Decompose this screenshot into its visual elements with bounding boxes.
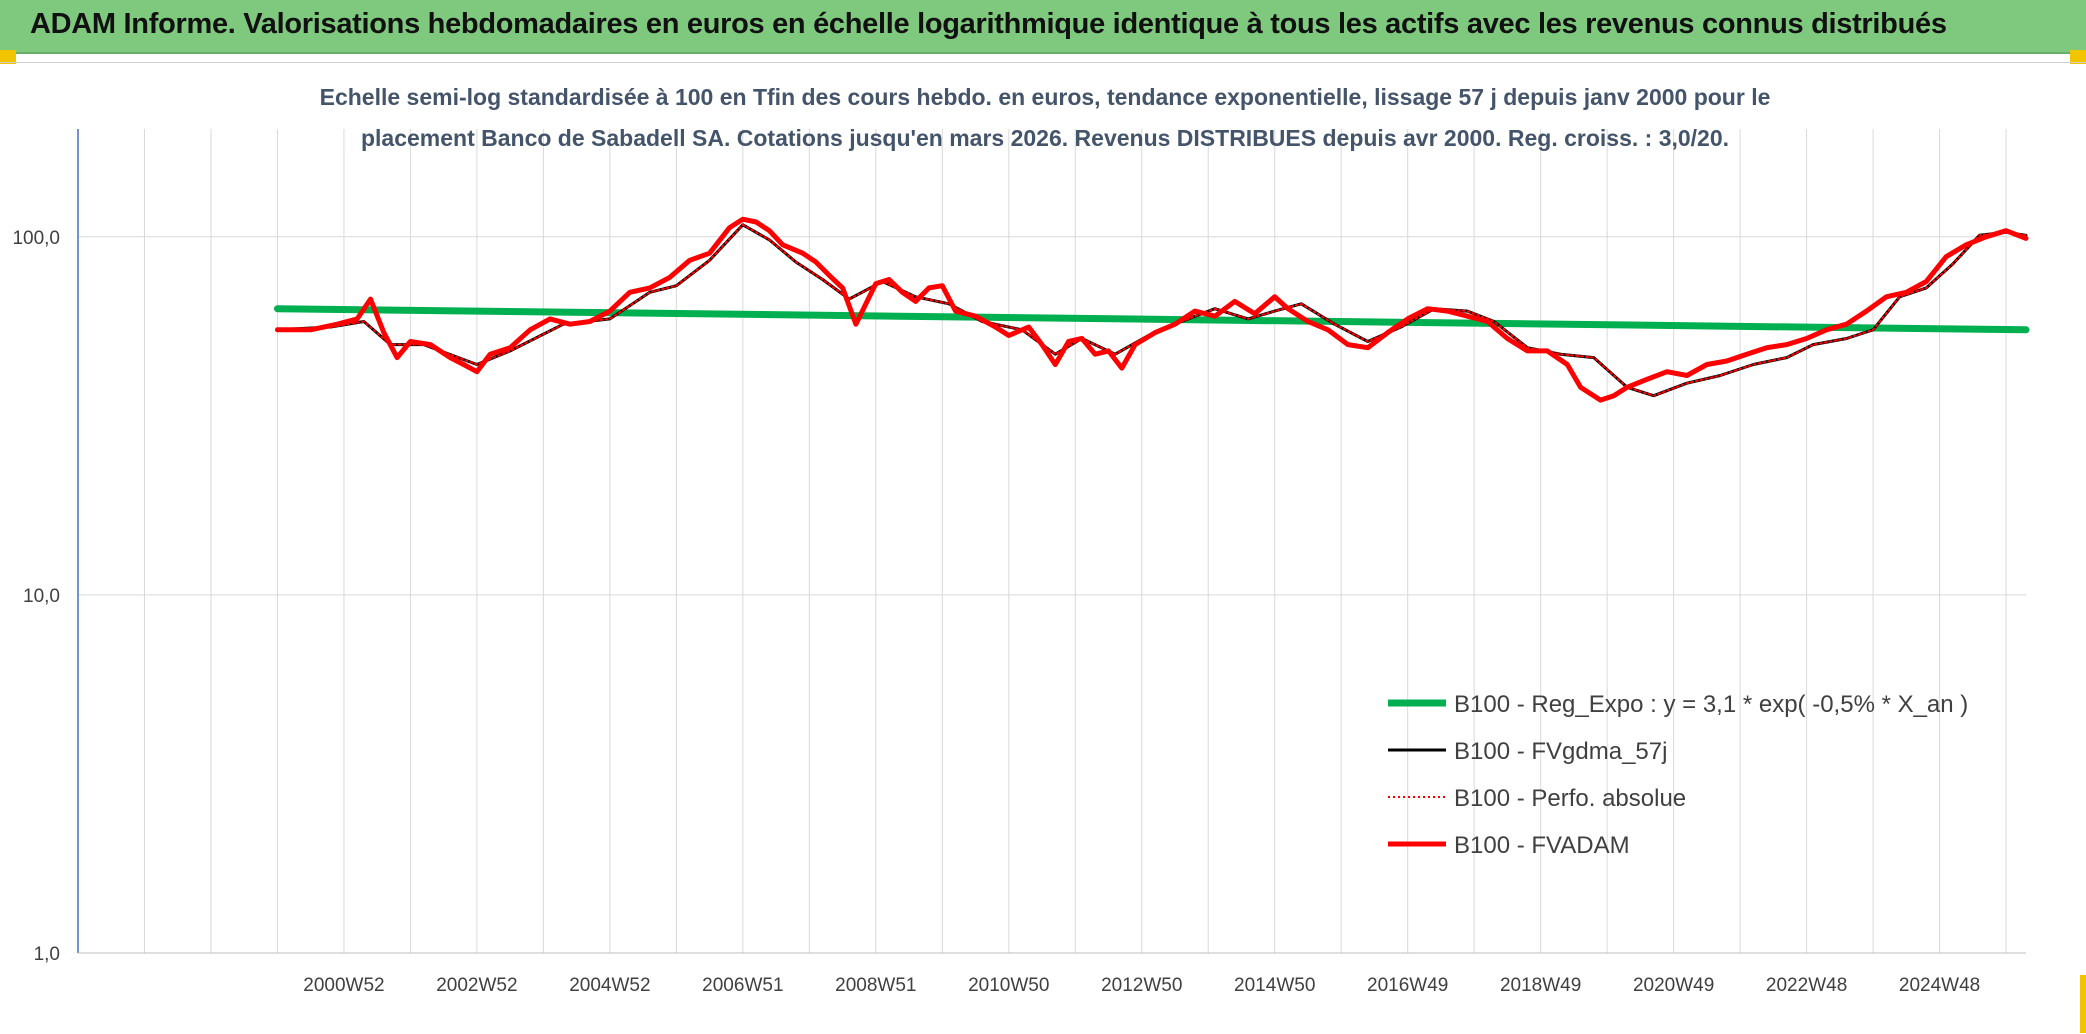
corner-marker-top-right <box>2070 50 2086 64</box>
report-title: ADAM Informe. Valorisations hebdomadaire… <box>30 8 1947 40</box>
x-tick-label: 2016W49 <box>1367 975 1448 996</box>
x-tick-label: 2002W52 <box>436 975 517 996</box>
axes: 1,0 10,0 100,0 2000W52 2002W52 2004W52 2006W51… <box>12 129 2026 996</box>
x-tick-label: 2024W48 <box>1899 975 1980 996</box>
x-tick-label: 2004W52 <box>569 975 650 996</box>
corner-marker-bottom-right <box>2080 975 2086 1033</box>
y-tick-label: 100,0 <box>12 228 60 249</box>
corner-marker-top-left <box>0 50 16 64</box>
chart-title: Echelle semi-log standardisée à 100 en T… <box>320 84 1771 110</box>
x-tick-label: 2010W50 <box>968 975 1049 996</box>
y-tick-label: 1,0 <box>34 944 60 965</box>
x-tick-label: 2000W52 <box>303 975 384 996</box>
x-tick-label: 2018W49 <box>1500 975 1581 996</box>
y-tick-label: 10,0 <box>23 586 60 607</box>
x-tick-label: 2012W50 <box>1101 975 1182 996</box>
chart-area: 1,0 10,0 100,0 2000W52 2002W52 2004W52 2006W51… <box>0 62 2086 1033</box>
legend-label-2: B100 - FVgdma_57j <box>1454 738 1667 765</box>
header-bar: ADAM Informe. Valorisations hebdomadaire… <box>0 0 2086 54</box>
x-tick-label: 2022W48 <box>1766 975 1847 996</box>
series-line-1 <box>274 305 2030 334</box>
x-tick-label: 2006W51 <box>702 975 783 996</box>
legend-label-4: B100 - FVADAM <box>1454 832 1630 859</box>
x-tick-label: 2008W51 <box>835 975 916 996</box>
legend: B100 - Reg_Expo : y = 3,1 * exp( -0,5% *… <box>1388 691 1968 859</box>
chart-subtitle: placement Banco de Sabadell SA. Cotation… <box>361 125 1729 151</box>
log-chart: 1,0 10,0 100,0 2000W52 2002W52 2004W52 2006W51… <box>12 84 2030 996</box>
x-tick-label: 2014W50 <box>1234 975 1315 996</box>
legend-label-3: B100 - Perfo. absolue <box>1454 785 1686 812</box>
x-tick-label: 2020W49 <box>1633 975 1714 996</box>
gridlines <box>77 129 2026 954</box>
series-lines <box>274 216 2030 403</box>
legend-label-1: B100 - Reg_Expo : y = 3,1 * exp( -0,5% *… <box>1454 691 1968 718</box>
series-line-3 <box>276 223 2027 397</box>
